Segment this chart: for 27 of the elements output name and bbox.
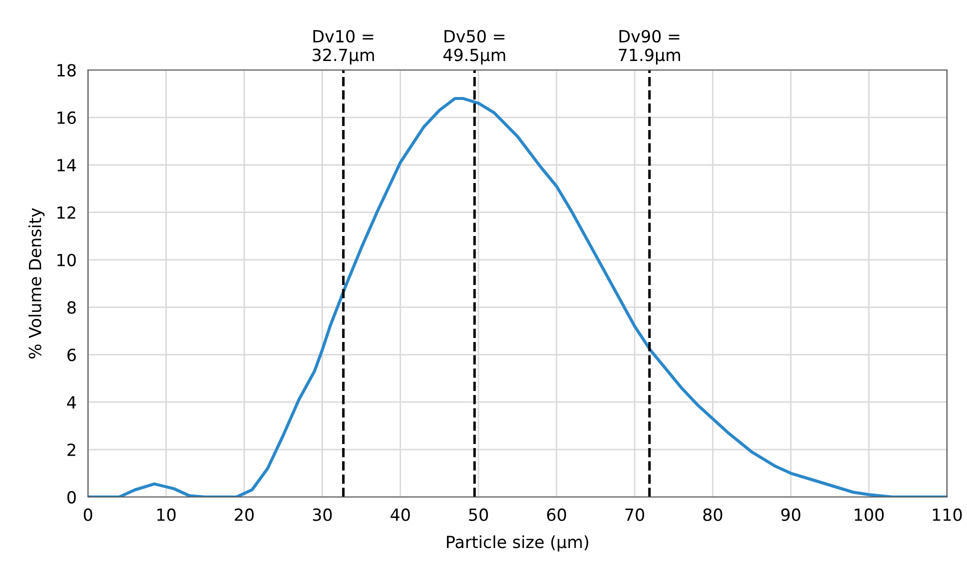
y-tick-label: 0 — [67, 490, 76, 504]
x-tick-label: 110 — [932, 508, 962, 522]
y-axis-title: % Volume Density — [28, 208, 45, 358]
x-tick-label: 70 — [625, 508, 644, 522]
y-tick-label: 6 — [67, 348, 76, 362]
y-tick-label: 2 — [68, 444, 76, 456]
y-tick-label: 8 — [67, 301, 76, 314]
x-tick-label: 100 — [854, 508, 884, 522]
x-tick-label: 20 — [234, 508, 254, 522]
y-tick-label: 14 — [58, 159, 76, 172]
x-tick-label: 80 — [703, 508, 722, 522]
y-tick-label: 18 — [58, 64, 76, 77]
ref-line-label: Dv50 = 49.5µm — [443, 30, 506, 64]
x-tick-label: 30 — [312, 508, 332, 522]
x-tick-label: 90 — [781, 508, 800, 522]
ref-line-label: Dv10 = 32.7µm — [312, 30, 374, 64]
x-tick-label: 10 — [157, 508, 176, 522]
x-axis-title: Particle size (µm) — [446, 535, 588, 552]
y-tick-label: 10 — [58, 254, 76, 266]
y-tick-label: 12 — [58, 206, 76, 219]
ref-line-label: Dv90 = 71.9µm — [618, 30, 680, 64]
x-tick-label: 50 — [469, 508, 488, 522]
x-tick-label: 0 — [84, 508, 92, 522]
x-tick-label: 60 — [547, 508, 566, 522]
y-tick-label: 4 — [67, 396, 76, 408]
x-tick-label: 40 — [390, 508, 410, 522]
y-tick-label: 16 — [58, 111, 76, 124]
